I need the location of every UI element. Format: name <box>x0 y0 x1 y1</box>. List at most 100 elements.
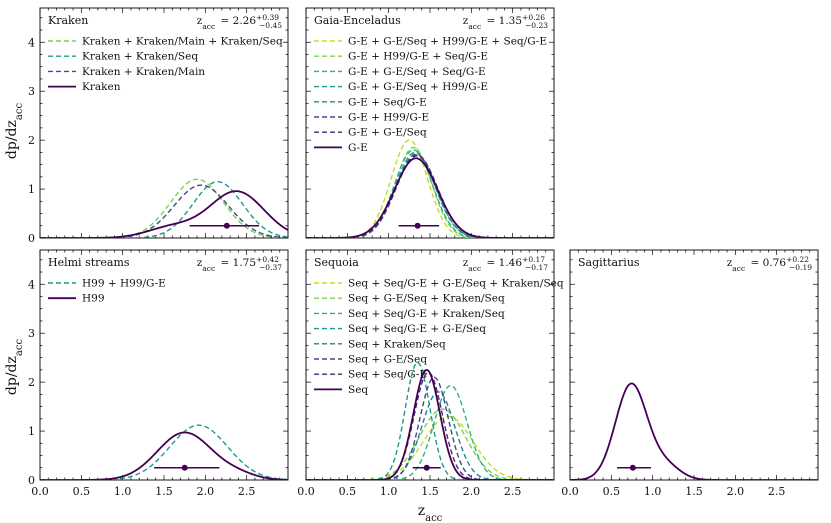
panel-title: Helmi streams <box>48 256 130 269</box>
legend-entry: Seq + G-E/Seq <box>348 354 427 366</box>
legend-entry: Kraken <box>82 81 121 93</box>
x-tick-label: 1.0 <box>380 485 398 498</box>
x-tick-label: 2.5 <box>504 485 522 498</box>
x-tick-label: 1.5 <box>685 485 703 498</box>
y-tick-label: 3 <box>28 85 35 98</box>
series-line <box>40 190 288 238</box>
legend-entry: Seq + G-E/Seq + Kraken/Seq <box>348 293 505 305</box>
x-tick-label: 0.5 <box>603 485 621 498</box>
median-marker <box>423 464 430 471</box>
legend-entry: G-E + H99/G-E + Seq/G-E <box>348 51 488 63</box>
x-tick-label: 0.5 <box>73 485 91 498</box>
series-line <box>306 361 554 480</box>
series-line <box>306 368 554 480</box>
panel-helmi-streams: 0 1 2 3 4 0.0 0.5 1.0 1.5 2.0 2.5 Helmi streams zacc… <box>28 249 289 498</box>
legend: G-E + G-E/Seq + H99/G-E + Seq/G-E G-E + H… <box>314 36 547 154</box>
panels: 0 1 2 3 4 Kraken zacc = 2.26+0.39 −0.45 Kraken +… <box>28 7 819 498</box>
median-marker <box>181 464 188 471</box>
legend-entry: Seq <box>348 384 368 396</box>
y-tick-label: 1 <box>28 183 35 196</box>
series-line <box>306 149 554 238</box>
x-tick-label: 1.0 <box>114 485 132 498</box>
zacc-annotation: zacc = 2.26+0.39 −0.45 <box>197 13 282 31</box>
legend-entry: G-E + G-E/Seq + H99/G-E + Seq/G-E <box>348 36 547 48</box>
curves <box>306 361 554 480</box>
plot-frame <box>569 249 819 481</box>
x-tick-label: 0.0 <box>297 485 315 498</box>
legend-entry: Seq + Seq/G-E + G-E/Seq + Kraken/Seq <box>348 278 564 290</box>
x-tick-label: 2.5 <box>238 485 256 498</box>
curves <box>570 382 818 480</box>
legend-entry: G-E + G-E/Seq <box>348 127 427 139</box>
x-tick-label: 2.0 <box>727 485 745 498</box>
y-tick-label: 4 <box>28 278 35 291</box>
x-tick-label: 1.0 <box>644 485 662 498</box>
legend-entry: Seq + Seq/G-E + Kraken/Seq <box>348 308 505 320</box>
legend-entry: G-E <box>348 142 368 154</box>
curves <box>306 139 554 238</box>
x-tick-label: 2.0 <box>197 485 215 498</box>
zacc-annotation: zacc = 0.76+0.22 −0.19 <box>727 255 812 273</box>
legend-entry: H99 + H99/G-E <box>82 278 166 290</box>
legend: Kraken + Kraken/Main + Kraken/Seq Kraken … <box>48 36 283 93</box>
series-line <box>40 178 288 238</box>
legend: H99 + H99/G-E H99 <box>48 278 166 305</box>
legend-entry: G-E + H99/G-E <box>348 112 429 124</box>
panel-gaia-enceladus: Gaia-Enceladus zacc = 1.35+0.26 −0.23 G-E +… <box>305 7 555 239</box>
legend: Seq + Seq/G-E + G-E/Seq + Kraken/Seq Seq … <box>314 278 564 396</box>
series-line <box>306 371 554 480</box>
x-tick-label: 0.5 <box>339 485 357 498</box>
series-line <box>306 139 554 238</box>
panel-sequoia: 0.0 0.5 1.0 1.5 2.0 2.5 Sequoia zacc = 1.46+0.1… <box>297 249 564 498</box>
curves <box>40 424 288 480</box>
series-line <box>40 181 288 238</box>
x-tick-label: 1.5 <box>421 485 439 498</box>
x-tick-label: 0.0 <box>31 485 49 498</box>
legend-entry: Kraken + Kraken/Seq <box>82 51 198 63</box>
legend-entry: Seq + Seq/G-E + G-E/Seq <box>348 323 486 335</box>
legend-entry: Seq + Kraken/Seq <box>348 338 446 350</box>
zacc-annotation: zacc = 1.75+0.42 −0.37 <box>197 255 282 273</box>
series-line <box>306 408 554 480</box>
legend-entry: G-E + G-E/Seq + H99/G-E <box>348 81 488 93</box>
legend-entry: Kraken + Kraken/Main + Kraken/Seq <box>82 36 283 48</box>
y-tick-label: 2 <box>28 376 35 389</box>
panel-title: Sagittarius <box>578 256 640 269</box>
series-line <box>40 424 288 480</box>
y-tick-label: 2 <box>28 134 35 147</box>
series-line <box>306 384 554 480</box>
panel-sagittarius: 0.0 0.5 1.0 1.5 2.0 2.5 Sagittarius zacc = 0.76… <box>561 249 819 498</box>
series-line <box>570 382 818 480</box>
curves <box>40 178 288 238</box>
y-axis-label-bottom: dp/dzacc <box>4 339 25 396</box>
legend-entry: G-E + Seq/G-E <box>348 96 427 108</box>
y-tick-label: 0 <box>28 474 35 487</box>
y-tick-label: 0 <box>28 232 35 245</box>
zacc-annotation: zacc = 1.35+0.26 −0.23 <box>463 13 548 31</box>
series-line <box>306 146 554 238</box>
panel-title: Gaia-Enceladus <box>314 14 401 27</box>
median-marker <box>414 222 421 229</box>
x-tick-label: 0.0 <box>561 485 579 498</box>
series-line <box>40 431 288 480</box>
panel-title: Sequoia <box>314 256 359 269</box>
panel-title: Kraken <box>48 14 88 27</box>
x-tick-label: 2.0 <box>463 485 481 498</box>
median-marker <box>223 222 230 229</box>
y-tick-label: 1 <box>28 425 35 438</box>
zacc-annotation: zacc = 1.46+0.17 −0.17 <box>463 255 548 273</box>
series-line <box>306 376 554 480</box>
legend-entry: Kraken + Kraken/Main <box>82 66 205 78</box>
series-line <box>306 415 554 480</box>
y-tick-label: 4 <box>28 36 35 49</box>
median-marker <box>629 464 636 471</box>
panel-kraken: 0 1 2 3 4 Kraken zacc = 2.26+0.39 −0.45 Kraken +… <box>28 7 289 245</box>
y-tick-label: 3 <box>28 327 35 340</box>
series-line <box>40 184 288 238</box>
legend-entry: Seq + Seq/G-E <box>348 369 427 381</box>
x-tick-label: 2.5 <box>768 485 786 498</box>
series-line <box>306 157 554 238</box>
x-axis-label: zacc <box>418 503 443 523</box>
x-tick-label: 1.5 <box>155 485 173 498</box>
